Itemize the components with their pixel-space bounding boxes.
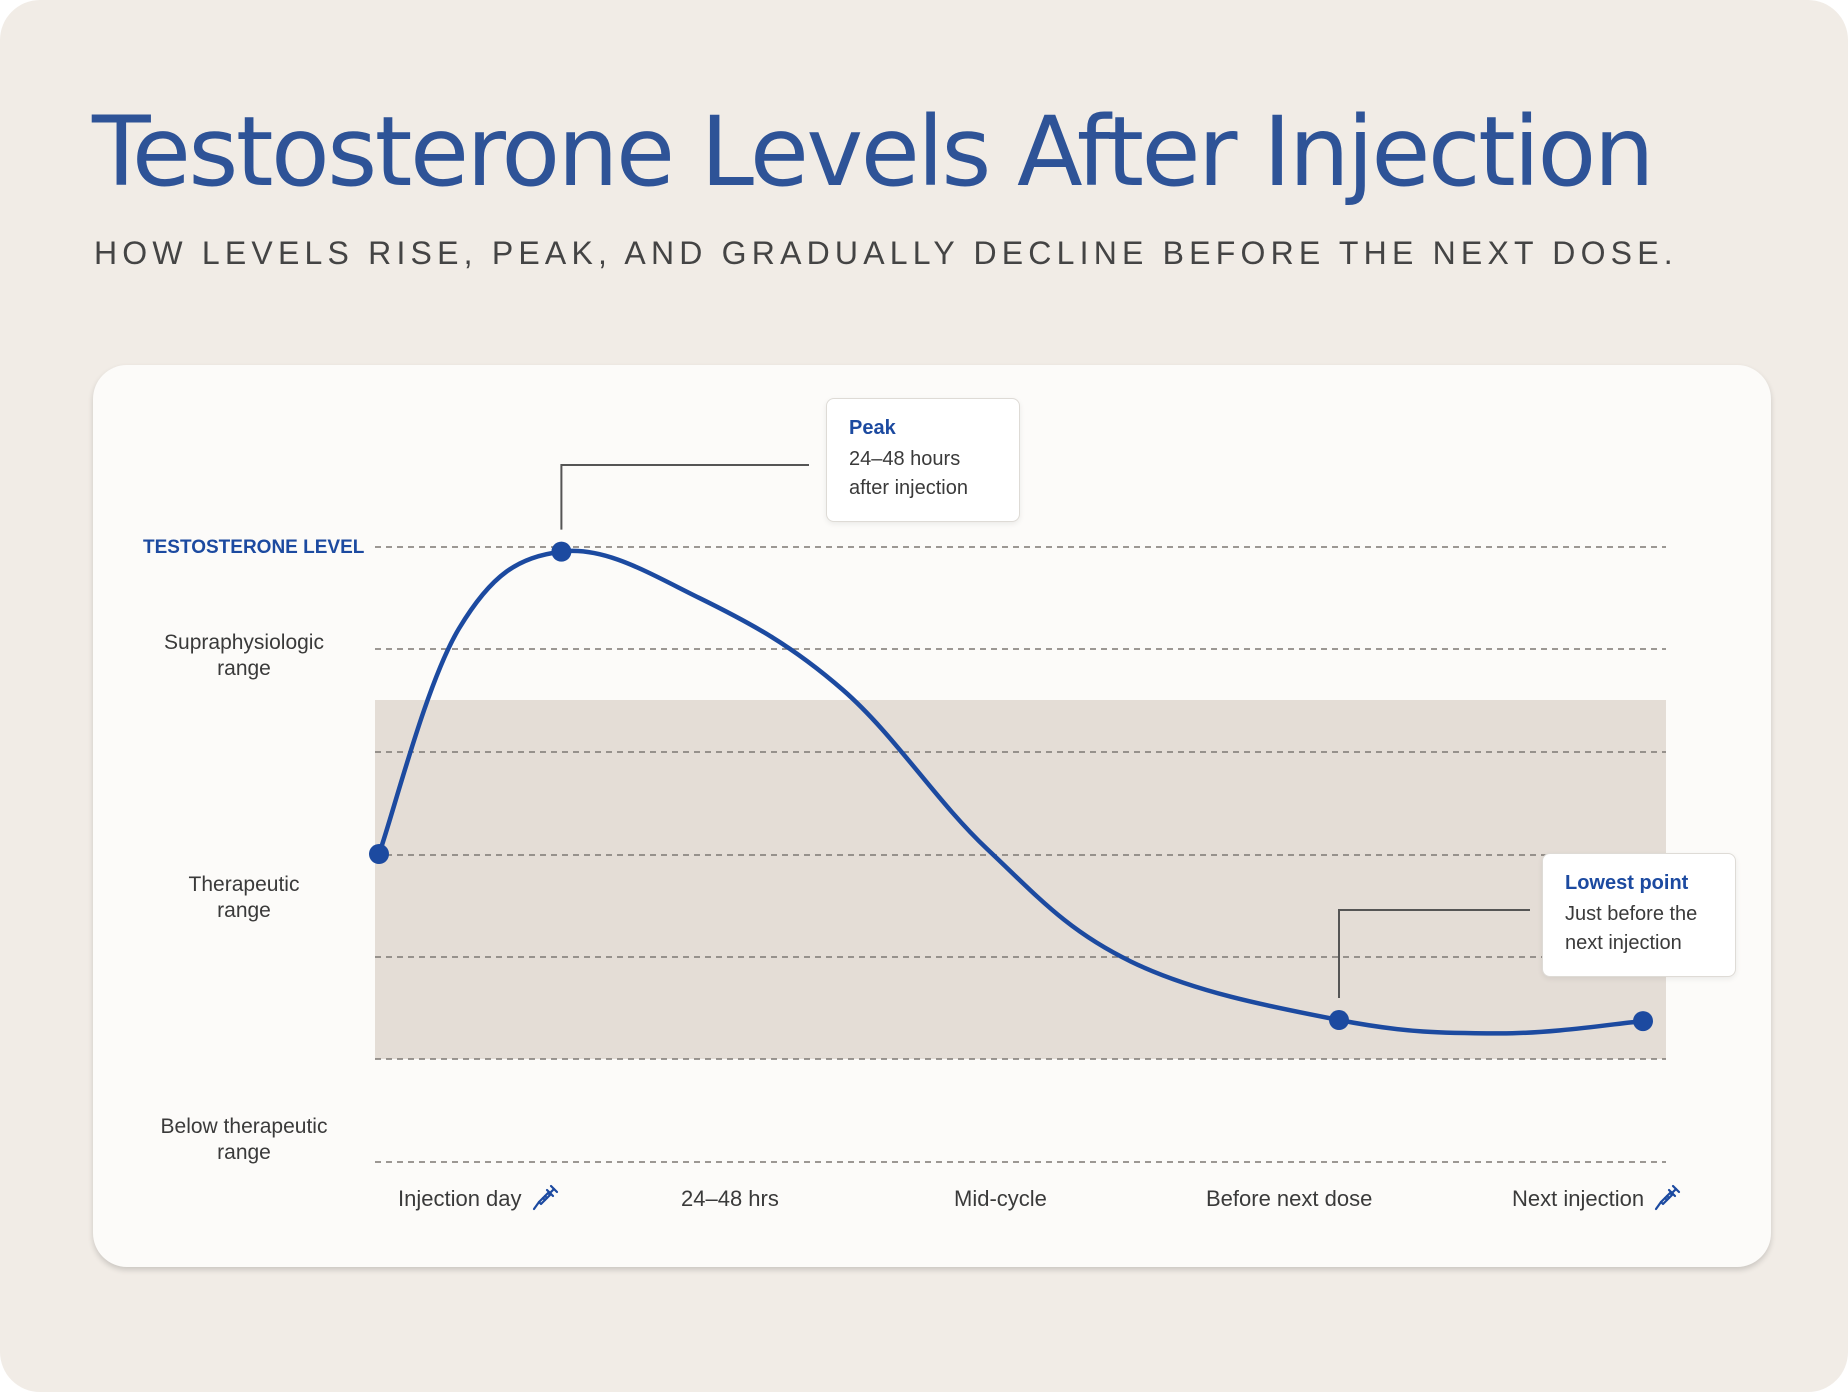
band-label-line: range — [217, 657, 271, 680]
callout-peak: Peak 24–48 hours after injection — [826, 398, 1020, 522]
y-axis-title: TESTOSTERONE LEVEL — [143, 537, 365, 558]
band-label-line: Below therapeutic — [160, 1115, 328, 1138]
x-tick-24-48-hrs: 24–48 hrs — [681, 1186, 779, 1211]
x-tick-label: Next injection — [1512, 1186, 1645, 1211]
page-title: Testosterone Levels After Injection — [92, 96, 1655, 208]
band-label-line: range — [217, 1141, 271, 1164]
x-tick-label: Injection day — [398, 1186, 522, 1211]
callout-title: Peak — [849, 417, 896, 439]
data-markers — [369, 541, 1653, 1032]
callout-line: Just before the — [1565, 903, 1698, 925]
x-tick-injection-day: Injection day — [398, 1185, 560, 1213]
callout-line: after injection — [849, 477, 968, 499]
band-label-line: Therapeutic — [188, 873, 300, 896]
band-label-supraphysiologic: Supraphysiologic range — [114, 630, 374, 682]
callout-lowest-point: Lowest point Just before the next inject… — [1542, 853, 1736, 977]
x-tick-mid-cycle: Mid-cycle — [954, 1186, 1047, 1211]
page-subtitle: HOW LEVELS RISE, PEAK, AND GRADUALLY DEC… — [94, 235, 1678, 271]
x-tick-next-injection: Next injection — [1512, 1185, 1682, 1213]
callout-title: Lowest point — [1565, 872, 1689, 894]
testosterone-level-line — [376, 548, 1646, 1036]
callout-line: next injection — [1565, 932, 1682, 954]
syringe-icon — [1654, 1185, 1681, 1211]
callout-leader-line — [560, 464, 809, 530]
syringe-icon — [532, 1185, 558, 1211]
data-point-marker — [369, 844, 389, 864]
data-point-marker — [1329, 1010, 1349, 1031]
band-label-therapeutic: Therapeutic range — [114, 872, 374, 924]
callout-leaders — [560, 464, 1530, 999]
band-label-line: Supraphysiologic — [164, 631, 324, 654]
callout-line: 24–48 hours — [849, 448, 961, 470]
band-label-below-therapeutic: Below therapeutic range — [114, 1114, 374, 1166]
data-point-marker — [1633, 1011, 1653, 1032]
callout-leader-line — [1338, 909, 1530, 999]
band-label-line: range — [217, 899, 271, 922]
x-tick-before-next-dose: Before next dose — [1206, 1186, 1373, 1211]
data-point-marker — [551, 541, 572, 562]
